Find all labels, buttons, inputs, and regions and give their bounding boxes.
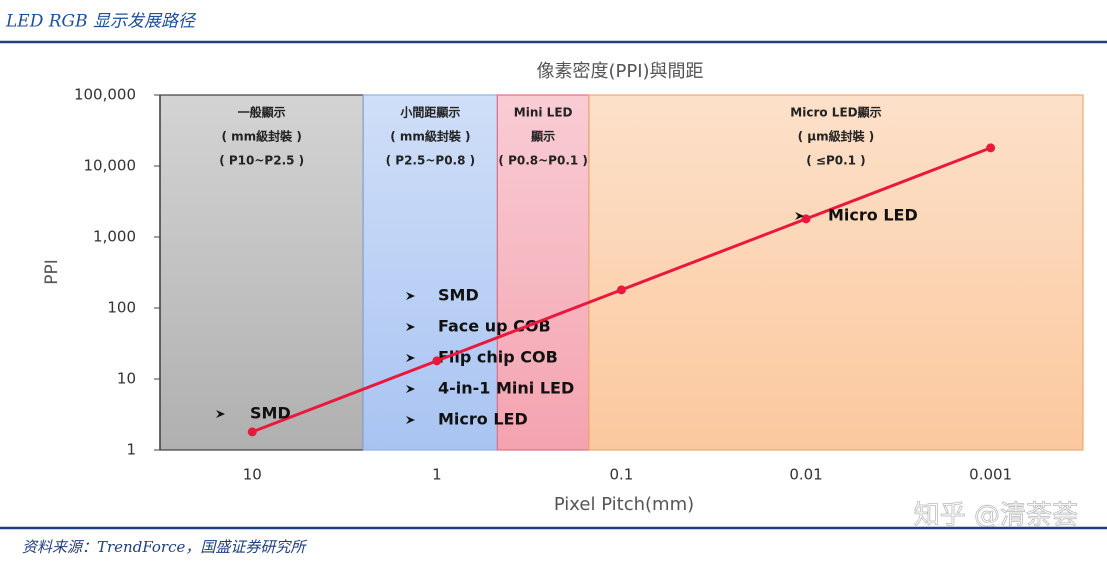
- data-point: [247, 427, 257, 437]
- y-tick-label: 10: [117, 370, 136, 388]
- watermark: 知乎 @清荼荟: [914, 501, 1078, 531]
- annotation: SMD: [250, 404, 291, 423]
- bullet-text: 4-in-1 Mini LED: [438, 379, 574, 398]
- bullet-arrow: [216, 410, 225, 418]
- y-tick-label: 1,000: [93, 228, 136, 246]
- bullet-arrow: [406, 323, 415, 331]
- bullet-text: Flip chip COB: [438, 348, 558, 367]
- region: [159, 94, 364, 451]
- region: [496, 94, 590, 451]
- region-label: ( μm級封裝 ): [798, 129, 875, 144]
- bullet-text: SMD: [438, 286, 479, 305]
- region-label: Micro LED顯示: [790, 106, 881, 120]
- chart: 一般顯示 ( mm級封裝 ) ( P10~P2.5 ) 小間距顯示 ( mm級封裝 ) (…: [74, 86, 1084, 484]
- region: [362, 94, 498, 451]
- x-axis-label: Pixel Pitch(mm): [554, 494, 694, 515]
- y-tick-label: 100,000: [74, 86, 136, 104]
- data-point: [986, 143, 996, 153]
- chart-title: 像素密度(PPI)與間距: [536, 61, 703, 82]
- data-point: [801, 214, 811, 224]
- region-label: ( P0.8~P0.1 ): [498, 154, 587, 168]
- x-tick-label: 1: [432, 466, 442, 484]
- y-tick-label: 10,000: [84, 157, 137, 175]
- bullet-arrow: [406, 354, 415, 362]
- region-label: ( P10~P2.5 ): [219, 154, 304, 168]
- region-label: ( ≤P0.1 ): [806, 154, 865, 168]
- data-point: [616, 285, 626, 295]
- region-label: 顯示: [531, 130, 555, 144]
- y-axis-label: PPI: [42, 259, 62, 285]
- bullet-arrow: [406, 292, 415, 300]
- bullet-text: Micro LED: [438, 410, 528, 429]
- region-label: Mini LED: [514, 106, 573, 120]
- bullet-arrow: [795, 212, 804, 220]
- x-tick-label: 0.001: [969, 466, 1012, 484]
- source-note: 资料来源：TrendForce，国盛证券研究所: [22, 538, 307, 556]
- bullet-arrow: [406, 416, 415, 424]
- region-label: ( P2.5~P0.8 ): [386, 154, 475, 168]
- page-header: LED RGB 显示发展路径: [5, 12, 197, 32]
- region-label: 一般顯示: [238, 105, 286, 120]
- region: [588, 94, 1084, 451]
- region-label: 小間距顯示: [400, 105, 460, 120]
- bullet-text: Face up COB: [438, 317, 551, 336]
- bullet-arrow: [406, 385, 415, 393]
- region-label: ( mm級封裝 ): [390, 129, 470, 144]
- x-tick-label: 0.1: [610, 466, 634, 484]
- x-tick-label: 10: [243, 466, 262, 484]
- data-point: [432, 356, 442, 366]
- region-label: ( mm級封裝 ): [222, 129, 302, 144]
- annotation: Micro LED: [828, 206, 918, 225]
- y-tick-label: 1: [126, 441, 136, 459]
- x-tick-label: 0.01: [789, 466, 822, 484]
- y-tick-label: 100: [107, 299, 136, 317]
